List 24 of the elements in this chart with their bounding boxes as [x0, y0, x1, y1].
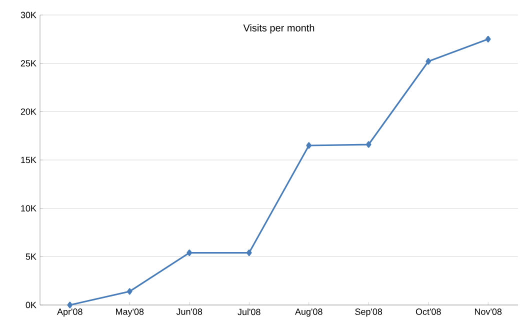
x-tick-label: Sep'08: [355, 308, 382, 317]
point: [426, 58, 432, 65]
point: [67, 302, 73, 308]
y-tick-label: 20K: [20, 108, 36, 115]
point: [485, 36, 491, 42]
text: Visits per month: [243, 24, 314, 34]
y-tick-label: 15K: [21, 156, 36, 164]
point: [246, 249, 252, 256]
y-tick-label: 30K: [20, 12, 36, 18]
x-tick-label: Jun'08: [176, 308, 202, 315]
point: [306, 142, 312, 149]
y-tick-label: 25K: [20, 60, 36, 67]
x-tick-label: Nov'08: [474, 308, 502, 315]
point: [366, 141, 372, 148]
x-tick-label: May'08: [116, 308, 144, 317]
y-tick-label: 10K: [21, 205, 36, 212]
y-tick-label: 0K: [26, 302, 36, 308]
x-tick-label: Oct'08: [416, 308, 441, 315]
point: [186, 249, 192, 256]
x-tick-label: Jul'08: [238, 308, 260, 316]
x-tick-label: Apr'08: [57, 308, 82, 317]
point: [126, 288, 132, 295]
y-tick-label: 5K: [26, 254, 36, 260]
x-tick-label: Aug'08: [295, 308, 322, 317]
